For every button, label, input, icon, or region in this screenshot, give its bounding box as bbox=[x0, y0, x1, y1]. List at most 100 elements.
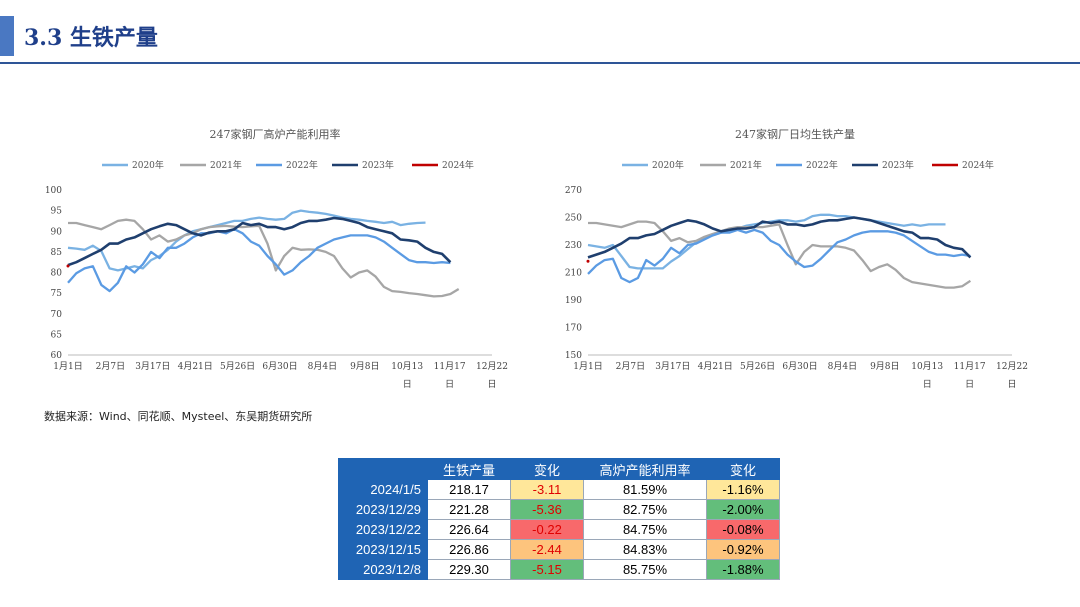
page-title: 3.3 生铁产量 bbox=[24, 25, 158, 51]
x-tick-label: 6月30日 bbox=[262, 361, 297, 372]
row-utilization: 85.75% bbox=[583, 559, 707, 580]
y-tick-label: 75 bbox=[51, 289, 63, 299]
series-2023年-line bbox=[67, 216, 452, 267]
y-tick-label: 90 bbox=[51, 227, 63, 237]
legend-label: 2022年 bbox=[286, 159, 318, 171]
series-2021年-line bbox=[588, 220, 972, 289]
legend-label: 2023年 bbox=[882, 159, 914, 171]
series-2024年-point bbox=[586, 259, 590, 263]
chart-utilization: 247家钢厂高炉产能利用率 2020年 2021年 2022年 2023年 2024年 60… bbox=[40, 122, 510, 400]
row-output-change: -2.44 bbox=[510, 539, 584, 560]
x-tick-label: 11月17 日 bbox=[434, 361, 466, 390]
y-tick-label: 60 bbox=[51, 351, 63, 361]
row-utilization: 84.75% bbox=[583, 519, 707, 540]
series-2023年-line bbox=[587, 216, 972, 259]
x-tick-label: 9月8日 bbox=[870, 361, 899, 372]
row-utilization-change: -0.08% bbox=[706, 519, 780, 540]
row-output: 229.30 bbox=[427, 559, 511, 580]
chart-utilization-svg: 247家钢厂高炉产能利用率 2020年 2021年 2022年 2023年 2024年 60… bbox=[45, 127, 508, 390]
legend-label: 2023年 bbox=[362, 159, 394, 171]
legend-label: 2021年 bbox=[210, 159, 242, 171]
x-tick-label: 3月17日 bbox=[655, 361, 690, 372]
x-tick-label: 5月26日 bbox=[220, 361, 255, 372]
table-row: 2023/12/8 229.30 -5.15 85.75% -1.88% bbox=[338, 559, 780, 580]
y-tick-label: 65 bbox=[51, 330, 63, 340]
table-row: 2023/12/29 221.28 -5.36 82.75% -2.00% bbox=[338, 499, 780, 520]
y-tick-label: 250 bbox=[565, 214, 582, 224]
table-header-change1: 变化 bbox=[510, 458, 584, 480]
legend-label: 2021年 bbox=[730, 159, 762, 171]
legend-label: 2020年 bbox=[652, 159, 684, 171]
y-tick-label: 270 bbox=[565, 186, 582, 196]
table-header-change2: 变化 bbox=[706, 458, 780, 480]
chart-title: 247家钢厂高炉产能利用率 bbox=[210, 127, 341, 141]
legend-label: 2024年 bbox=[962, 159, 994, 171]
x-tick-label: 8月4日 bbox=[828, 361, 857, 372]
row-utilization: 81.59% bbox=[583, 479, 707, 500]
y-tick-label: 150 bbox=[565, 351, 582, 361]
series-2021年-line bbox=[68, 218, 460, 298]
series-2024年-point bbox=[66, 264, 70, 268]
series-2022年-line bbox=[67, 228, 451, 293]
row-utilization: 84.83% bbox=[583, 539, 707, 560]
y-tick-label: 210 bbox=[565, 269, 582, 279]
x-tick-label: 12月22 日 bbox=[996, 361, 1028, 390]
x-tick-label: 6月30日 bbox=[782, 361, 817, 372]
x-tick-label: 2月7日 bbox=[96, 361, 125, 372]
table-row: 2024/1/5 218.17 -3.11 81.59% -1.16% bbox=[338, 479, 780, 500]
x-tick-label: 4月21日 bbox=[698, 361, 733, 372]
row-output: 218.17 bbox=[427, 479, 511, 500]
data-source-note: 数据来源：Wind、同花顺、Mysteel、东吴期货研究所 bbox=[44, 410, 313, 423]
x-tick-label: 11月17 日 bbox=[954, 361, 986, 390]
y-tick-label: 70 bbox=[51, 310, 63, 320]
y-tick-label: 80 bbox=[51, 269, 63, 279]
chart-title: 247家钢厂日均生铁产量 bbox=[735, 127, 855, 141]
row-utilization-change: -1.16% bbox=[706, 479, 780, 500]
table-row: 2023/12/15 226.86 -2.44 84.83% -0.92% bbox=[338, 539, 780, 560]
y-tick-label: 230 bbox=[565, 241, 582, 251]
legend-label: 2022年 bbox=[806, 159, 838, 171]
x-tick-label: 10月13 日 bbox=[391, 361, 423, 390]
y-tick-label: 100 bbox=[45, 186, 62, 196]
y-tick-label: 190 bbox=[565, 296, 582, 306]
summary-table: 生铁产量 变化 高炉产能利用率 变化 2024/1/5 218.17 -3.11 81… bbox=[338, 458, 780, 580]
x-tick-label: 3月17日 bbox=[135, 361, 170, 372]
row-utilization-change: -2.00% bbox=[706, 499, 780, 520]
row-utilization-change: -1.88% bbox=[706, 559, 780, 580]
header-divider bbox=[0, 62, 1080, 64]
y-tick-label: 170 bbox=[565, 324, 582, 334]
x-tick-label: 1月1日 bbox=[573, 361, 602, 372]
row-date: 2023/12/15 bbox=[338, 539, 428, 560]
row-output-change: -3.11 bbox=[510, 479, 584, 500]
row-output-change: -5.36 bbox=[510, 499, 584, 520]
chart-output-svg: 247家钢厂日均生铁产量 2020年 2021年 2022年 2023年 2024年 150… bbox=[565, 127, 1028, 390]
row-output: 226.86 bbox=[427, 539, 511, 560]
row-output-change: -0.22 bbox=[510, 519, 584, 540]
table-row: 2023/12/22 226.64 -0.22 84.75% -0.08% bbox=[338, 519, 780, 540]
legend-label: 2020年 bbox=[132, 159, 164, 171]
x-tick-label: 8月4日 bbox=[308, 361, 337, 372]
x-tick-label: 12月22 日 bbox=[476, 361, 508, 390]
row-output: 221.28 bbox=[427, 499, 511, 520]
x-tick-label: 4月21日 bbox=[178, 361, 213, 372]
table-header-row: 生铁产量 变化 高炉产能利用率 变化 bbox=[338, 458, 780, 480]
row-date: 2023/12/29 bbox=[338, 499, 428, 520]
row-date: 2023/12/22 bbox=[338, 519, 428, 540]
row-utilization-change: -0.92% bbox=[706, 539, 780, 560]
chart-output: 247家钢厂日均生铁产量 2020年 2021年 2022年 2023年 2024年 150… bbox=[560, 122, 1030, 400]
row-output: 226.64 bbox=[427, 519, 511, 540]
x-tick-label: 1月1日 bbox=[53, 361, 82, 372]
row-utilization: 82.75% bbox=[583, 499, 707, 520]
table-header-date bbox=[338, 458, 428, 480]
y-tick-label: 95 bbox=[51, 207, 63, 217]
table-header-output: 生铁产量 bbox=[427, 458, 511, 480]
x-tick-label: 2月7日 bbox=[616, 361, 645, 372]
series-2022年-line bbox=[587, 228, 971, 284]
row-output-change: -5.15 bbox=[510, 559, 584, 580]
x-tick-label: 5月26日 bbox=[740, 361, 775, 372]
row-date: 2023/12/8 bbox=[338, 559, 428, 580]
x-tick-label: 10月13 日 bbox=[911, 361, 943, 390]
row-date: 2024/1/5 bbox=[338, 479, 428, 500]
legend-label: 2024年 bbox=[442, 159, 474, 171]
header-accent-bar bbox=[0, 16, 14, 56]
